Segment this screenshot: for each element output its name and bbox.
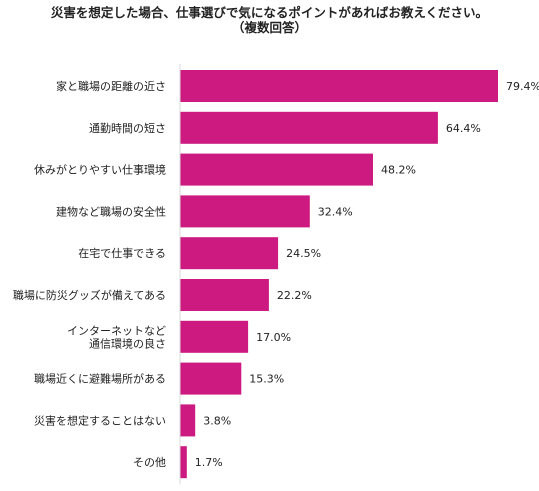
value-label: 48.2% [381, 164, 416, 177]
value-label: 24.5% [286, 247, 321, 260]
value-label: 15.3% [249, 373, 284, 386]
category-label: 家と職場の距離の近さ [56, 79, 166, 93]
value-label: 1.7% [195, 456, 223, 469]
bar [180, 279, 269, 311]
bar [180, 70, 498, 102]
bar [180, 153, 373, 186]
value-label: 22.2% [277, 289, 312, 302]
category-label: 災害を想定することはない [34, 413, 166, 427]
bar [180, 362, 242, 395]
bars-layer [180, 70, 498, 479]
chart-subtitle: （複数回答） [231, 20, 307, 35]
category-label: 休みがとりやすい仕事環境 [34, 163, 166, 177]
bar [180, 195, 310, 228]
category-label: 職場近くに避難場所がある [34, 372, 166, 386]
value-label: 17.0% [256, 331, 291, 344]
value-label: 3.8% [203, 414, 231, 427]
bar [180, 320, 249, 353]
value-label: 64.4% [446, 122, 481, 135]
category-label: 通勤時間の短さ [89, 121, 166, 135]
category-label: 在宅で仕事できる [78, 246, 166, 260]
category-label: その他 [133, 456, 166, 469]
chart-title: 災害を想定した場合、仕事選びで気になるポイントがあればお教えください。 [50, 5, 489, 20]
category-label: 通信環境の良さ [89, 336, 166, 350]
bar [180, 404, 196, 437]
bar [180, 111, 438, 144]
category-label: 建物など職場の安全性 [56, 204, 166, 218]
category-label: 職場に防災グッズが備えてある [13, 288, 166, 302]
bar [180, 237, 279, 270]
bar [180, 446, 187, 479]
value-label: 79.4% [506, 80, 539, 93]
category-label: インターネットなど [67, 324, 166, 337]
value-label: 32.4% [318, 205, 353, 218]
labels-layer: 79.4% 家と職場の距離の近さ 64.4% 通勤時間の短さ 48.2% 休みがとりやすい… [13, 79, 539, 469]
